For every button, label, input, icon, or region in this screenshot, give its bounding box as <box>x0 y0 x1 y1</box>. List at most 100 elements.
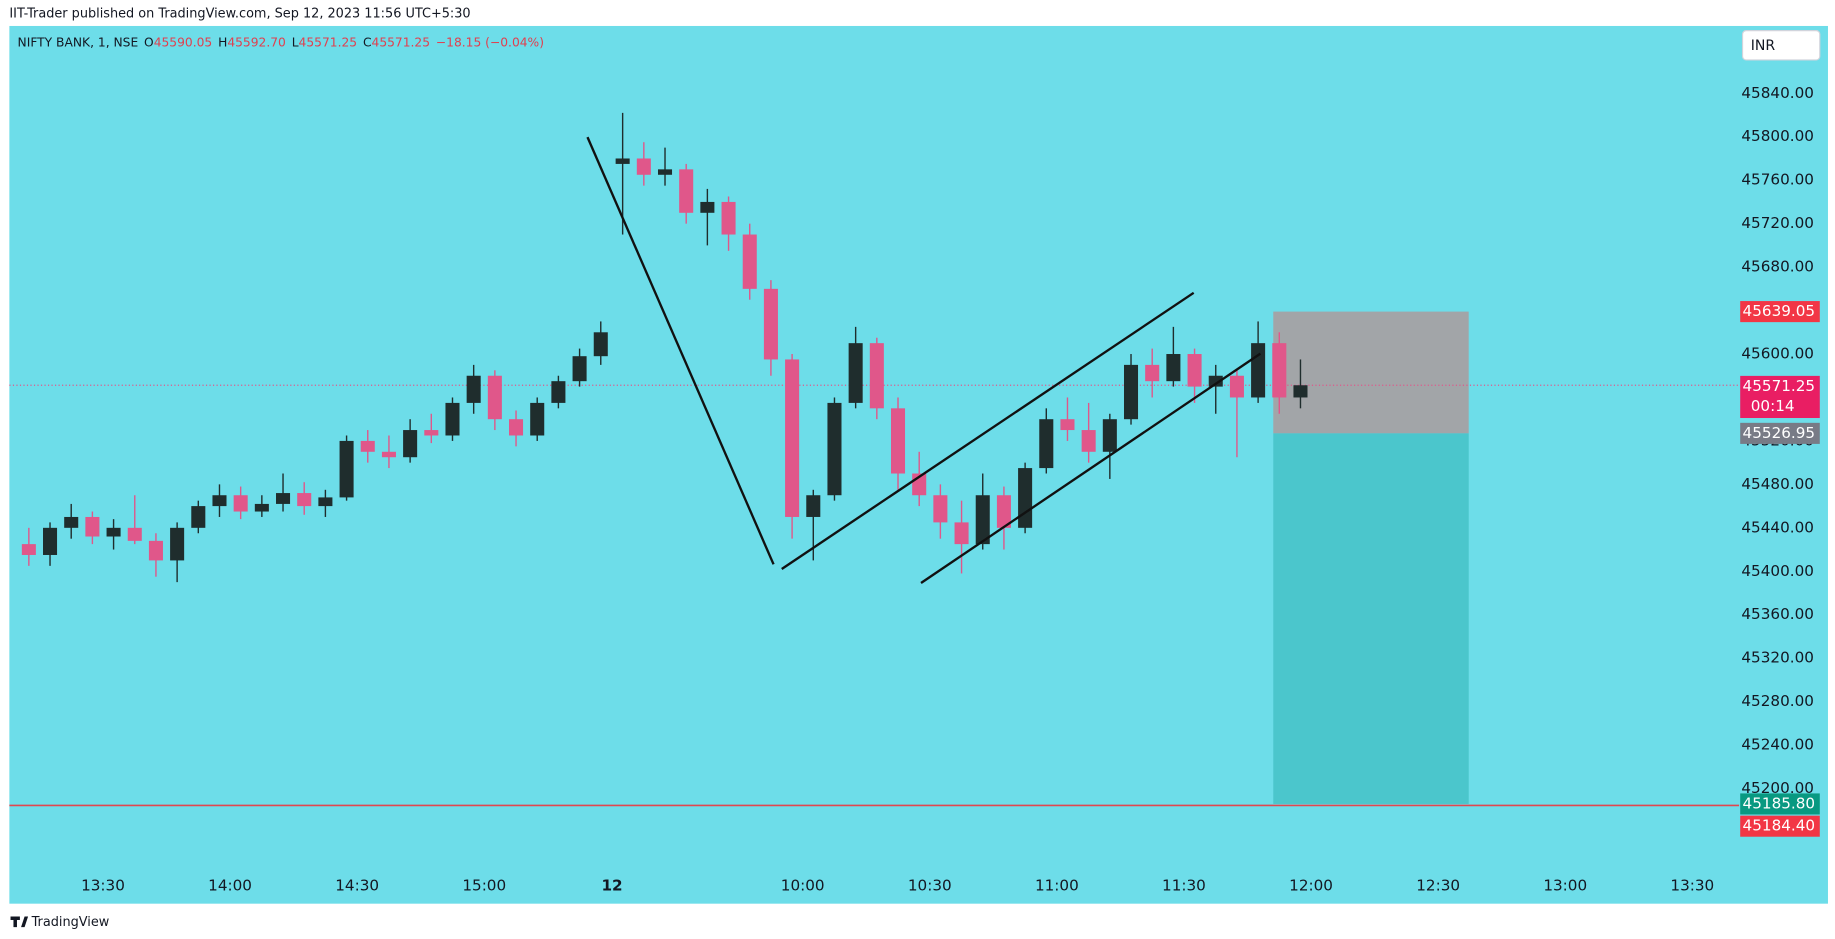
candle-body <box>572 356 587 382</box>
candle-body <box>593 332 608 357</box>
ohlc-value: 45571.25 <box>372 35 431 49</box>
x-tick-label: 12 <box>601 877 622 895</box>
brand: TradingView <box>31 915 110 930</box>
countdown: 00:14 <box>1751 397 1795 415</box>
line-price-label: 45184.40 <box>1743 817 1816 835</box>
candle-body <box>127 527 142 541</box>
candle-body <box>487 375 502 420</box>
candle-body <box>742 234 757 289</box>
candle-body <box>381 451 396 458</box>
x-tick-label: 13:00 <box>1543 877 1587 895</box>
candle-body <box>466 375 481 403</box>
candle-body <box>85 516 100 537</box>
y-tick-label: 45320.00 <box>1741 649 1814 667</box>
entry-price-label: 45526.95 <box>1743 424 1816 442</box>
candle-body <box>403 430 418 458</box>
x-tick-label: 14:30 <box>335 877 379 895</box>
candle-body <box>679 169 694 213</box>
candle-body <box>1272 343 1287 398</box>
channel-line <box>920 352 1262 584</box>
candle-body <box>1081 430 1096 452</box>
entry-price-label-bg <box>1740 422 1820 444</box>
candle-body <box>1060 419 1075 431</box>
stop-price-label: 45639.05 <box>1743 302 1816 320</box>
y-tick-label: 45360.00 <box>1741 605 1814 623</box>
candle-body <box>276 493 291 504</box>
symbol-legend: NIFTY BANK, 1, NSE O45590.05 H45592.70 L455… <box>18 35 544 49</box>
candle-body <box>1102 419 1117 452</box>
line-price-label-bg <box>1740 815 1820 837</box>
plot <box>9 112 1740 807</box>
ohlc-value: 45590.05 <box>154 35 213 49</box>
candle-body <box>1123 364 1139 420</box>
stop-price-label-bg <box>1740 301 1820 323</box>
ohlc-key: O <box>144 35 154 49</box>
y-tick-label: 45760.00 <box>1741 171 1814 189</box>
candle-body <box>1166 354 1181 382</box>
candle-body <box>1293 385 1308 398</box>
y-tick-label: 45840.00 <box>1741 84 1814 102</box>
x-tick-label: 15:00 <box>462 877 506 895</box>
trend-line <box>586 136 775 565</box>
candle-body <box>996 495 1011 528</box>
candle-body <box>848 343 863 403</box>
ohlc-key: H <box>218 35 227 49</box>
candle-body <box>1018 468 1033 528</box>
currency[interactable]: INR <box>1751 38 1776 54</box>
x-tick-label: 11:00 <box>1035 877 1079 895</box>
candle-body <box>615 158 630 164</box>
candle-body <box>212 495 227 507</box>
symbol: NIFTY BANK, 1, NSE <box>18 35 139 49</box>
candle-body <box>551 381 566 403</box>
y-tick-label: 45240.00 <box>1741 736 1814 754</box>
candle-body <box>700 201 715 213</box>
candle-body <box>106 527 121 537</box>
candle-body <box>1187 354 1202 387</box>
candle-body <box>445 402 460 436</box>
candle-body <box>360 440 375 452</box>
candle-body <box>170 527 185 561</box>
candle-body <box>191 506 206 528</box>
stop-zone <box>1273 311 1469 434</box>
candle-body <box>64 516 79 528</box>
candle-body <box>785 359 800 517</box>
candle-body <box>233 495 248 512</box>
x-tick-label: 11:30 <box>1162 877 1206 895</box>
ohlc-value: −18.15 (−0.04%) <box>436 35 544 49</box>
y-tick-label: 45400.00 <box>1741 562 1814 580</box>
candle-body <box>869 343 884 409</box>
candle-body <box>1229 375 1244 398</box>
last-price-label-bg <box>1740 375 1820 419</box>
publish-header: IIT-Trader published on TradingView.com,… <box>9 7 470 22</box>
y-tick-label: 45280.00 <box>1741 692 1814 710</box>
candle-body <box>297 493 312 507</box>
ohlc-value: 45571.25 <box>299 35 358 49</box>
candle-body <box>530 402 545 436</box>
candle-body <box>1251 343 1266 398</box>
currency-button[interactable] <box>1741 30 1821 61</box>
y-tick-label: 45720.00 <box>1741 214 1814 232</box>
candle-body <box>1145 364 1160 382</box>
x-tick-label: 13:30 <box>81 877 125 895</box>
y-tick-label: 45480.00 <box>1741 475 1814 493</box>
ohlc-value: 45592.70 <box>227 35 286 49</box>
candle-body <box>933 495 948 523</box>
candle-body <box>43 527 58 555</box>
target-price-label: 45185.80 <box>1743 794 1816 812</box>
candle-body <box>827 402 842 496</box>
candle-body <box>339 440 354 498</box>
y-tick-label: 45440.00 <box>1741 518 1814 536</box>
candle-body <box>890 408 906 474</box>
candle-body <box>148 540 163 561</box>
y-tick-label: 45800.00 <box>1741 127 1814 145</box>
candle-body <box>806 495 821 517</box>
candle-body <box>318 497 333 507</box>
x-tick-label: 13:30 <box>1670 877 1714 895</box>
candle-body <box>657 169 673 175</box>
x-tick-label: 12:30 <box>1416 877 1460 895</box>
candle-body <box>424 430 439 436</box>
ohlc-key: C <box>363 35 372 49</box>
x-tick-label: 10:00 <box>781 877 825 895</box>
